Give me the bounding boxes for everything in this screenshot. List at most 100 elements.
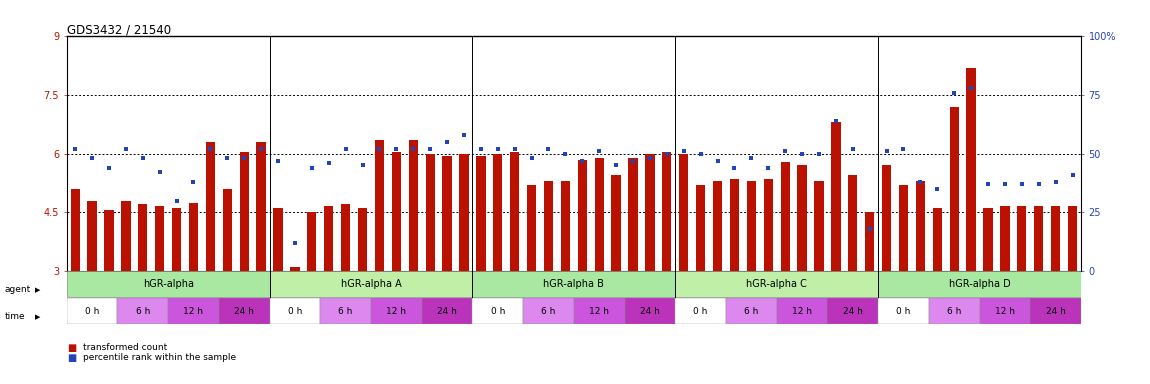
Bar bbox=[239, 152, 248, 271]
Bar bbox=[950, 107, 959, 271]
Text: ■: ■ bbox=[67, 343, 76, 353]
Bar bbox=[730, 179, 739, 271]
Bar bbox=[408, 140, 417, 271]
Bar bbox=[172, 209, 182, 271]
Bar bbox=[511, 152, 520, 271]
Text: ▶: ▶ bbox=[34, 287, 40, 293]
Bar bbox=[70, 189, 79, 271]
Bar bbox=[574, 298, 624, 324]
Text: 0 h: 0 h bbox=[85, 306, 99, 316]
Text: ■: ■ bbox=[67, 353, 76, 363]
Bar bbox=[831, 122, 841, 271]
Bar bbox=[797, 166, 806, 271]
Bar bbox=[392, 152, 401, 271]
Bar bbox=[523, 298, 574, 324]
Bar bbox=[1068, 207, 1078, 271]
Bar bbox=[933, 209, 942, 271]
Bar bbox=[595, 157, 604, 271]
Bar bbox=[342, 205, 351, 271]
Bar bbox=[696, 185, 705, 271]
Bar bbox=[189, 202, 198, 271]
Bar bbox=[544, 181, 553, 271]
Bar bbox=[218, 298, 269, 324]
Bar bbox=[138, 205, 147, 271]
Text: transformed count: transformed count bbox=[83, 343, 167, 352]
Bar bbox=[473, 271, 675, 297]
Text: 24 h: 24 h bbox=[437, 306, 457, 316]
Bar bbox=[624, 298, 675, 324]
Text: 12 h: 12 h bbox=[184, 306, 204, 316]
Text: ▶: ▶ bbox=[34, 314, 40, 320]
Bar bbox=[983, 209, 992, 271]
Bar bbox=[493, 154, 503, 271]
Text: GDS3432 / 21540: GDS3432 / 21540 bbox=[67, 23, 171, 36]
Bar bbox=[375, 140, 384, 271]
Bar bbox=[879, 271, 1081, 297]
Bar bbox=[121, 200, 130, 271]
Bar bbox=[828, 298, 879, 324]
Text: 12 h: 12 h bbox=[792, 306, 812, 316]
Text: 24 h: 24 h bbox=[843, 306, 862, 316]
Bar bbox=[865, 212, 874, 271]
Bar bbox=[269, 271, 473, 297]
Text: agent: agent bbox=[5, 285, 31, 295]
Text: 6 h: 6 h bbox=[338, 306, 353, 316]
Bar bbox=[577, 159, 586, 271]
Bar bbox=[269, 298, 320, 324]
Bar bbox=[814, 181, 823, 271]
Bar bbox=[105, 210, 114, 271]
Bar bbox=[781, 162, 790, 271]
Bar bbox=[290, 267, 299, 271]
Text: hGR-alpha A: hGR-alpha A bbox=[340, 279, 401, 289]
Text: 12 h: 12 h bbox=[386, 306, 406, 316]
Bar bbox=[675, 271, 879, 297]
Bar bbox=[776, 298, 828, 324]
Text: percentile rank within the sample: percentile rank within the sample bbox=[83, 353, 236, 362]
Text: 12 h: 12 h bbox=[995, 306, 1015, 316]
Bar bbox=[223, 189, 232, 271]
Bar bbox=[206, 142, 215, 271]
Bar bbox=[1030, 298, 1081, 324]
Bar bbox=[371, 298, 422, 324]
Bar bbox=[726, 298, 776, 324]
Bar bbox=[915, 181, 925, 271]
Bar bbox=[422, 298, 473, 324]
Text: 24 h: 24 h bbox=[1045, 306, 1066, 316]
Text: 24 h: 24 h bbox=[641, 306, 660, 316]
Bar bbox=[527, 185, 536, 271]
Bar bbox=[645, 154, 654, 271]
Bar bbox=[879, 298, 929, 324]
Bar bbox=[980, 298, 1030, 324]
Bar bbox=[67, 271, 269, 297]
Text: 0 h: 0 h bbox=[288, 306, 302, 316]
Bar bbox=[274, 209, 283, 271]
Bar bbox=[117, 298, 168, 324]
Text: 0 h: 0 h bbox=[896, 306, 911, 316]
Bar bbox=[966, 68, 975, 271]
Text: hGR-alpha B: hGR-alpha B bbox=[544, 279, 604, 289]
Bar bbox=[1018, 207, 1027, 271]
Bar bbox=[155, 207, 164, 271]
Bar bbox=[561, 181, 570, 271]
Bar bbox=[849, 175, 858, 271]
Bar bbox=[67, 298, 117, 324]
Text: hGR-alpha D: hGR-alpha D bbox=[949, 279, 1011, 289]
Bar bbox=[168, 298, 218, 324]
Bar bbox=[1051, 207, 1060, 271]
Bar bbox=[358, 209, 367, 271]
Bar bbox=[443, 156, 452, 271]
Bar bbox=[628, 157, 637, 271]
Text: 12 h: 12 h bbox=[589, 306, 610, 316]
Bar bbox=[1000, 207, 1010, 271]
Bar bbox=[459, 154, 468, 271]
Bar bbox=[746, 181, 756, 271]
Bar bbox=[680, 154, 689, 271]
Text: 0 h: 0 h bbox=[693, 306, 707, 316]
Bar bbox=[426, 154, 435, 271]
Text: 0 h: 0 h bbox=[491, 306, 505, 316]
Text: 6 h: 6 h bbox=[744, 306, 759, 316]
Bar bbox=[1034, 207, 1043, 271]
Bar bbox=[473, 298, 523, 324]
Text: 6 h: 6 h bbox=[946, 306, 961, 316]
Bar bbox=[324, 207, 333, 271]
